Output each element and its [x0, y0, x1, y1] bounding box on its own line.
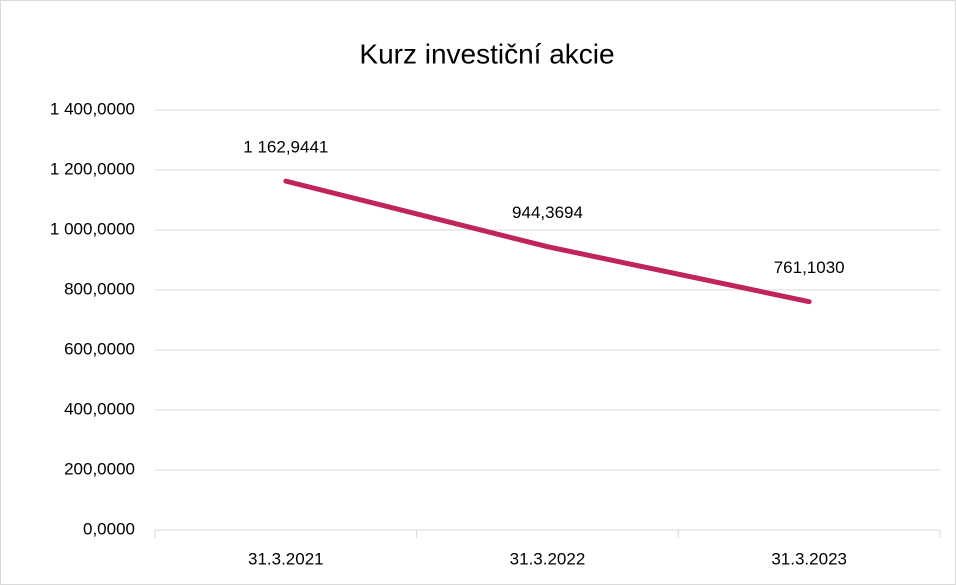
- data-label: 1 162,9441: [243, 138, 328, 157]
- y-tick-label: 1 200,0000: [50, 159, 135, 178]
- x-tick-label: 31.3.2023: [771, 549, 847, 568]
- y-tick-label: 200,0000: [64, 459, 135, 478]
- data-label: 944,3694: [512, 203, 583, 222]
- chart-title: Kurz investiční akcie: [359, 38, 614, 69]
- x-tick-label: 31.3.2022: [510, 549, 586, 568]
- y-tick-label: 800,0000: [64, 279, 135, 298]
- y-tick-label: 1 400,0000: [50, 99, 135, 118]
- x-tick-label: 31.3.2021: [248, 549, 324, 568]
- line: [283, 178, 812, 305]
- y-tick-label: 0,0000: [83, 519, 135, 538]
- data-label: 761,1030: [774, 258, 845, 277]
- y-tick-label: 400,0000: [64, 399, 135, 418]
- y-tick-label: 1 000,0000: [50, 219, 135, 238]
- y-tick-label: 600,0000: [64, 339, 135, 358]
